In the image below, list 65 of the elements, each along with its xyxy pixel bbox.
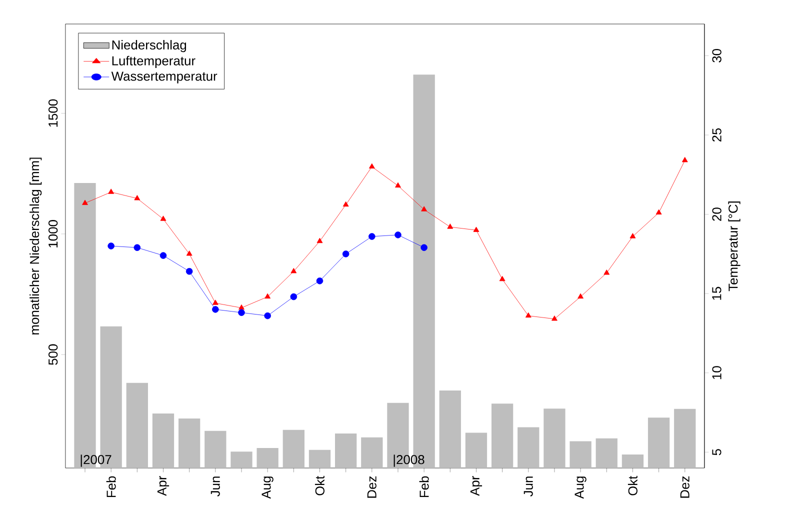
point [290, 268, 297, 274]
x-tick-label: Feb [106, 476, 116, 498]
x-tick-label: Okt [628, 476, 638, 496]
y2-tick-label: 15 [712, 286, 722, 300]
x-tick-label: Dez [367, 476, 376, 498]
point [473, 226, 480, 232]
y2-tick-label: 20 [712, 208, 722, 221]
point [238, 309, 245, 316]
point [160, 252, 167, 259]
point [212, 300, 218, 305]
point [134, 244, 141, 251]
x-tick-label: Aug [574, 476, 586, 499]
legend-label: Lufttemperatur [112, 56, 196, 68]
x-tick-label: Aug [262, 476, 274, 499]
point [316, 238, 323, 244]
point [604, 270, 610, 275]
y-tick-label: 1000 [48, 220, 58, 248]
point [525, 312, 532, 318]
y2-axis-title: Temperatur [°C] [728, 202, 740, 292]
annotation: |2008 [394, 454, 424, 467]
point [134, 195, 140, 200]
point [499, 276, 506, 282]
point [630, 233, 636, 238]
point [342, 201, 349, 207]
point [160, 216, 166, 221]
legend-label: Niederschlag [112, 40, 186, 52]
point [342, 250, 350, 258]
x-tick-label: Jun [210, 476, 220, 496]
point [238, 304, 244, 310]
point [395, 182, 401, 188]
point [394, 232, 402, 238]
x-tick-label: Apr [157, 476, 170, 496]
y-tick-label: 500 [48, 344, 58, 365]
point [447, 224, 454, 229]
point [212, 306, 219, 313]
point [682, 156, 688, 162]
point [578, 293, 584, 299]
point [186, 268, 193, 275]
point [264, 312, 271, 320]
point [316, 277, 324, 284]
x-tick-label: Jun [524, 476, 533, 496]
x-tick-label: Dez [680, 476, 690, 498]
y-tick-label: 1500 [48, 99, 58, 127]
point [108, 188, 114, 194]
point [82, 200, 88, 205]
x-tick-label: Apr [470, 476, 482, 496]
x-tick-label: Okt [314, 476, 324, 496]
point [186, 250, 192, 256]
point [108, 242, 114, 250]
point [290, 293, 298, 300]
y2-tick-label: 5 [712, 449, 722, 456]
point [552, 316, 558, 321]
point [420, 244, 428, 251]
y2-tick-label: 30 [712, 49, 722, 62]
point [368, 163, 375, 169]
point [656, 209, 662, 214]
y-axis-title: monatlicher Niederschlag [mm] [30, 158, 42, 334]
point [421, 206, 428, 212]
point [368, 233, 376, 240]
y2-tick-label: 25 [712, 128, 722, 142]
y2-tick-label: 10 [712, 366, 722, 380]
point [264, 293, 271, 299]
annotation: |2007 [80, 454, 112, 467]
x-tick-label: Feb [419, 476, 429, 498]
legend-label: Wassertemperatur [111, 72, 218, 84]
